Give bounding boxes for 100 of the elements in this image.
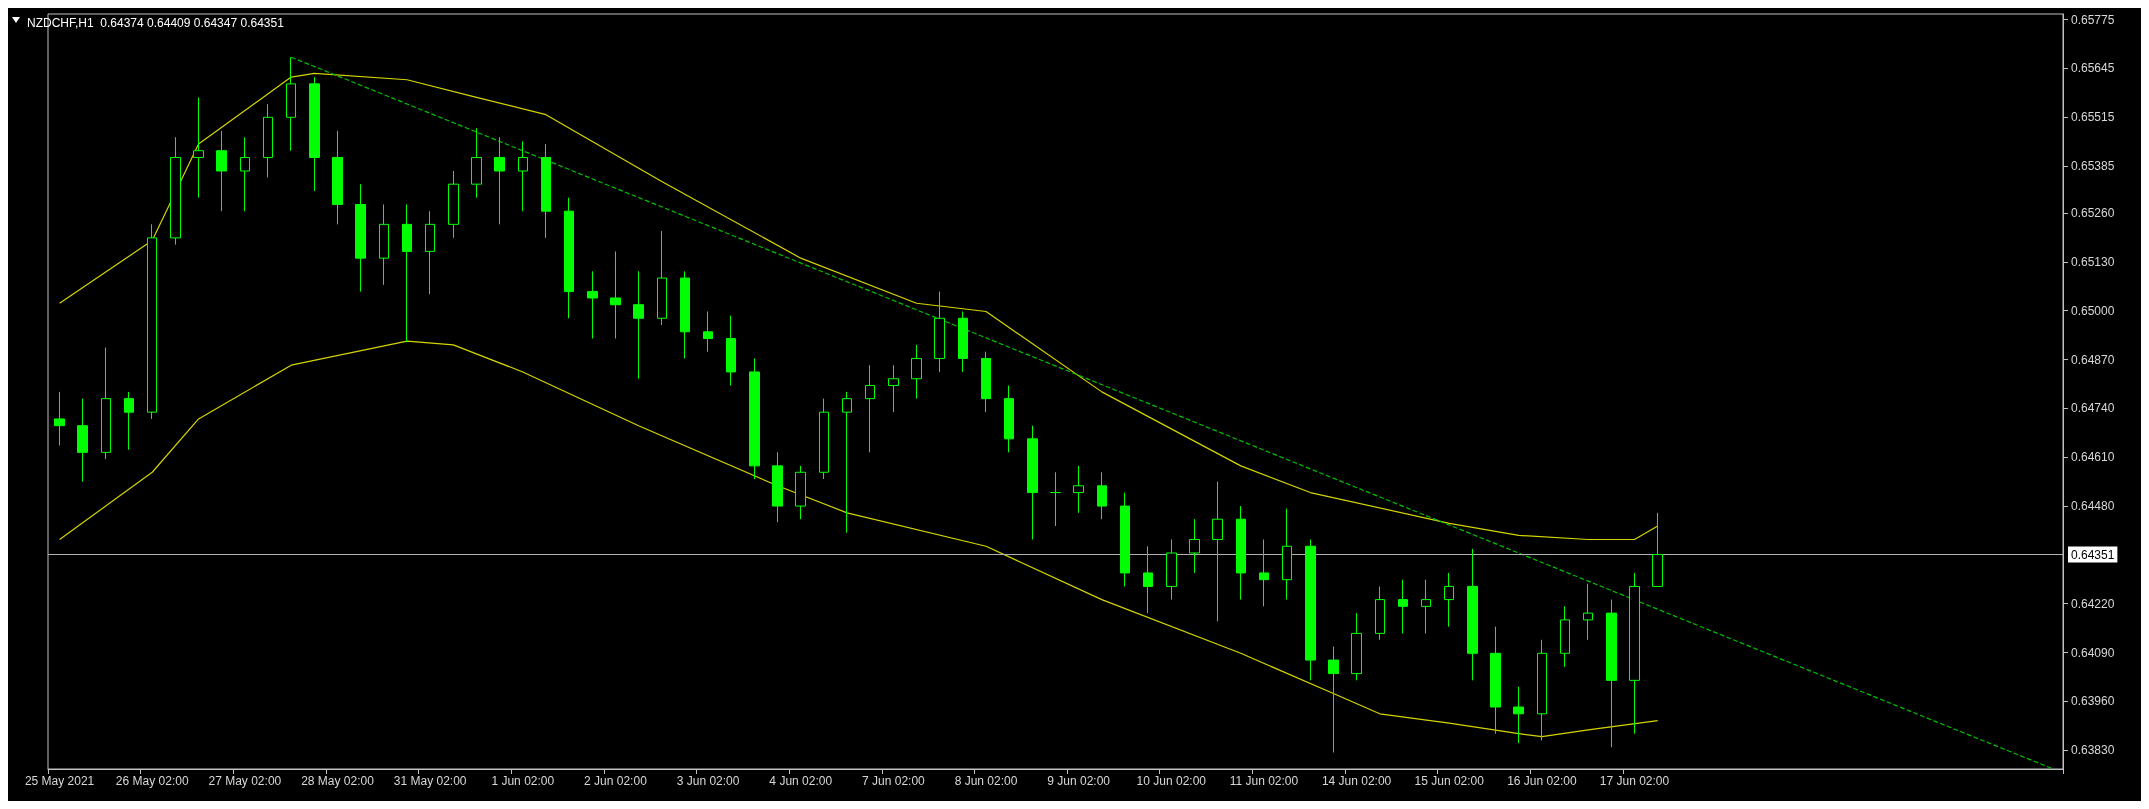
- candlestick: [1537, 639, 1547, 741]
- x-tick-label: 15 Jun 02:00: [1414, 774, 1485, 788]
- candlestick: [1629, 572, 1640, 735]
- x-tick-label: 28 May 02:00: [301, 774, 375, 788]
- candlestick: [1583, 583, 1593, 641]
- candlestick: [147, 223, 157, 420]
- x-tick-label: 9 Jun 02:00: [1047, 774, 1111, 788]
- candlestick: [749, 357, 760, 480]
- x-tick-label: 3 Jun 02:00: [676, 774, 740, 788]
- y-tick-label: 0.65130: [2071, 254, 2115, 269]
- ref-line-label: 0.64351: [2071, 547, 2115, 562]
- candlestick: [1444, 572, 1454, 628]
- x-tick-label: 10 Jun 02:00: [1136, 774, 1207, 788]
- candlestick: [958, 310, 968, 373]
- y-tick-label: 0.65385: [2071, 159, 2115, 174]
- y-tick-label: 0.63830: [2071, 743, 2115, 758]
- candlestick: [1398, 579, 1408, 634]
- candlestick: [518, 140, 528, 212]
- candlestick: [680, 270, 690, 359]
- candlestick: [587, 270, 598, 340]
- y-tick-label: 0.64220: [2071, 596, 2115, 611]
- candlestick: [1606, 599, 1617, 748]
- candlestick: [1166, 539, 1177, 601]
- candlestick: [309, 76, 320, 192]
- candlestick: [101, 347, 111, 460]
- candlestick: [1189, 518, 1200, 574]
- x-tick-label: 26 May 02:00: [115, 774, 189, 788]
- candlestick: [703, 310, 713, 353]
- candlestick: [332, 130, 343, 225]
- candlestick: [888, 364, 899, 413]
- candlestick: [934, 291, 945, 373]
- y-tick-label: 0.65515: [2071, 110, 2115, 125]
- candlestick: [1351, 612, 1362, 681]
- candlestick: [1143, 545, 1153, 614]
- x-tick-label: 7 Jun 02:00: [862, 774, 926, 788]
- candlestick: [54, 391, 65, 447]
- x-tick-label: 2 Jun 02:00: [584, 774, 648, 788]
- candlestick: [819, 398, 829, 480]
- candlestick: [1120, 492, 1130, 587]
- candlestick: [1212, 481, 1223, 622]
- candlestick: [1652, 512, 1663, 587]
- candlestick: [564, 197, 574, 319]
- candlestick: [981, 351, 991, 413]
- line-series: [58, 72, 1659, 541]
- candlestick: [1467, 548, 1478, 681]
- candlestick: [1236, 505, 1246, 601]
- candlestick: [772, 451, 783, 523]
- candlestick: [1073, 465, 1084, 514]
- candlestick: [1421, 579, 1431, 634]
- candlestick: [402, 203, 412, 343]
- candlestick: [911, 344, 922, 400]
- candlestick: [1305, 539, 1316, 681]
- candlestick: [379, 203, 389, 286]
- x-tick-label: 31 May 02:00: [393, 774, 467, 788]
- x-tick-label: 25 May 2021: [24, 774, 95, 788]
- candlestick: [286, 56, 296, 152]
- x-tick-label: 17 Jun 02:00: [1599, 774, 1670, 788]
- y-tick-label: 0.63960: [2071, 694, 2115, 709]
- x-tick-label: 8 Jun 02:00: [954, 774, 1018, 788]
- candlestick: [216, 130, 227, 212]
- candlestick: [842, 391, 852, 534]
- candlestick: [425, 210, 435, 295]
- candlestick: [1282, 508, 1292, 601]
- x-tick-label: 4 Jun 02:00: [769, 774, 833, 788]
- y-tick-label: 0.64610: [2071, 450, 2115, 465]
- candlestick: [471, 127, 482, 199]
- y-tick-label: 0.64090: [2071, 645, 2115, 660]
- x-tick-label: 1 Jun 02:00: [491, 774, 555, 788]
- candlestick: [1050, 471, 1061, 527]
- candlestick: [124, 391, 134, 451]
- x-tick-label: 27 May 02:00: [208, 774, 282, 788]
- candlestick: [1490, 626, 1501, 735]
- candlestick: [494, 136, 505, 225]
- candlestick: [240, 136, 250, 212]
- candlestick: [1513, 686, 1524, 744]
- candlestick: [77, 398, 88, 483]
- y-tick-label: 0.64870: [2071, 352, 2115, 367]
- candlestick: [355, 183, 366, 293]
- y-tick-label: 0.65260: [2071, 206, 2115, 221]
- line-series: [58, 340, 1659, 738]
- candlestick: [1004, 384, 1014, 453]
- candlestick: [448, 170, 459, 239]
- candlestick: [657, 230, 667, 326]
- y-tick-label: 0.64740: [2071, 401, 2115, 416]
- x-tick-label: 16 Jun 02:00: [1507, 774, 1577, 788]
- candlestick: [865, 364, 875, 453]
- candlestick: [726, 315, 736, 386]
- candlestick: [1560, 605, 1570, 668]
- candlestick: [1328, 646, 1339, 753]
- y-tick-label: 0.64480: [2071, 499, 2115, 514]
- y-tick-label: 0.65645: [2071, 61, 2115, 76]
- candlestick: [1027, 425, 1038, 540]
- y-tick-label: 0.65775: [2071, 12, 2115, 27]
- candlestick: [1097, 471, 1107, 520]
- candlestick: [170, 136, 181, 246]
- x-tick-label: 14 Jun 02:00: [1321, 774, 1392, 788]
- candlestick: [1259, 539, 1269, 607]
- candlestick: [795, 465, 806, 520]
- candlestick: [193, 96, 204, 199]
- candlestick: [541, 143, 551, 239]
